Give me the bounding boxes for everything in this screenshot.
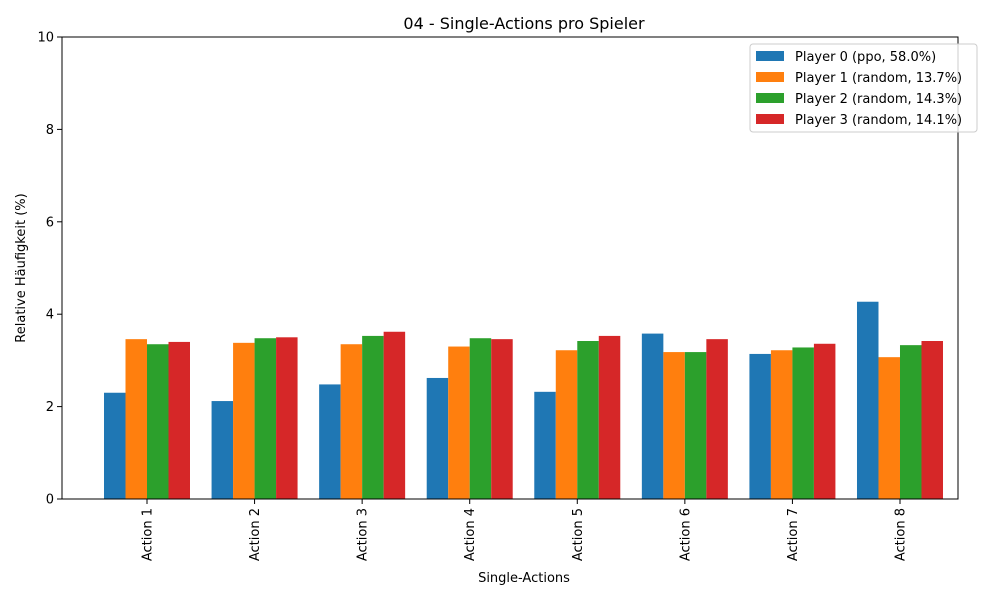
legend-swatch [756, 72, 784, 82]
y-tick-label: 2 [46, 400, 54, 415]
x-axis-label: Single-Actions [478, 571, 570, 586]
bar-player2-action3 [362, 335, 384, 499]
legend-box [749, 43, 978, 133]
legend-label: Player 3 (random, 14.1%) [795, 113, 962, 128]
bar-player0-action6 [641, 333, 664, 499]
bar-player0-action8 [856, 301, 879, 499]
bar-player1-action4 [448, 346, 470, 499]
y-tick-label: 8 [46, 123, 54, 138]
bar-player3-action1 [168, 341, 190, 499]
x-tick-label: Action 2 [248, 508, 263, 561]
bar-player3-action3 [383, 331, 406, 499]
bar-player1-action3 [340, 344, 363, 499]
x-tick-label: Action 6 [678, 508, 693, 561]
x-tick-label: Action 1 [141, 508, 156, 561]
y-tick-label: 0 [46, 493, 54, 508]
legend-label: Player 2 (random, 14.3%) [795, 92, 962, 107]
legend-swatch [756, 114, 784, 124]
legend-swatch [756, 93, 784, 103]
bar-player2-action4 [469, 338, 492, 499]
bar-player0-action7 [749, 353, 771, 499]
x-tick-label: Action 7 [786, 508, 801, 561]
bar-player1-action7 [770, 350, 793, 499]
plot-frame [61, 36, 959, 500]
y-tick-label: 10 [37, 31, 54, 46]
y-axis-label: Relative Häufigkeit (%) [14, 193, 29, 342]
bar-player2-action2 [254, 338, 277, 499]
bar-player1-action2 [233, 342, 255, 499]
bar-player2-action8 [899, 345, 922, 499]
chart-title: 04 - Single-Actions pro Spieler [403, 14, 645, 33]
bar-player1-action1 [125, 339, 147, 499]
y-tick-label: 6 [46, 215, 54, 230]
x-tick-label: Action 3 [356, 508, 371, 561]
bar-player2-action5 [577, 341, 599, 499]
y-axis: 0 2 4 6 8 10 [37, 31, 62, 508]
bar-player0-action3 [319, 384, 341, 499]
y-tick-label: 4 [46, 308, 54, 323]
bar-player3-action2 [276, 337, 298, 499]
bar-player1-action8 [878, 357, 900, 499]
x-tick-label: Action 8 [893, 508, 908, 561]
bar-player2-action6 [684, 352, 707, 499]
bar-player0-action4 [426, 377, 449, 499]
bar-player0-action2 [211, 401, 234, 499]
bar-player3-action8 [921, 341, 943, 499]
legend-swatch [756, 51, 784, 61]
legend-label: Player 1 (random, 13.7%) [795, 71, 962, 86]
bar-player0-action1 [104, 392, 126, 499]
bar-player3-action7 [813, 343, 836, 499]
bar-player3-action6 [706, 339, 728, 499]
bar-player3-action5 [598, 335, 621, 499]
bar-player0-action5 [534, 391, 556, 499]
bar-player2-action1 [147, 344, 169, 499]
bar-player2-action7 [792, 347, 814, 499]
legend-label: Player 0 (ppo, 58.0%) [795, 50, 936, 65]
bars-group [104, 301, 943, 499]
bar-player1-action5 [555, 350, 578, 499]
bar-player3-action4 [491, 339, 513, 499]
legend: Player 0 (ppo, 58.0%) Player 1 (random, 1… [749, 43, 978, 133]
bar-player1-action6 [663, 352, 685, 499]
x-tick-label: Action 5 [571, 508, 586, 561]
x-axis: Action 1 Action 2 Action 3 Action 4 Action 5… [141, 499, 908, 561]
x-tick-label: Action 4 [463, 508, 478, 561]
